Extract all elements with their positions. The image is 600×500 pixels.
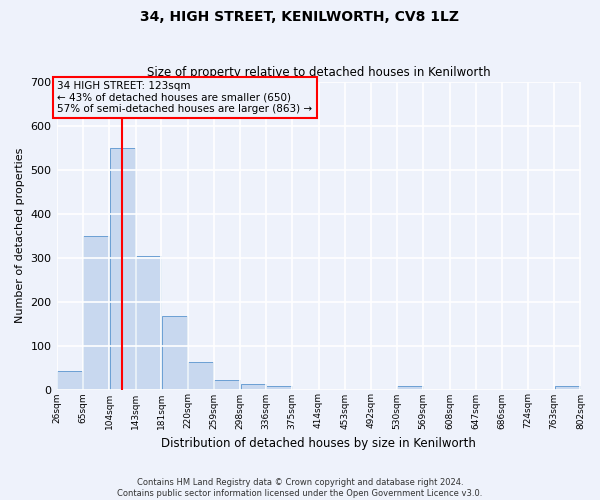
Bar — [554, 386, 580, 390]
Text: 34 HIGH STREET: 123sqm
← 43% of detached houses are smaller (650)
57% of semi-de: 34 HIGH STREET: 123sqm ← 43% of detached… — [57, 81, 313, 114]
Bar — [83, 236, 109, 390]
Bar — [266, 386, 292, 390]
Bar — [214, 380, 240, 390]
X-axis label: Distribution of detached houses by size in Kenilworth: Distribution of detached houses by size … — [161, 437, 476, 450]
Bar — [57, 371, 82, 390]
Bar — [136, 256, 161, 390]
Bar — [161, 316, 187, 390]
Text: 34, HIGH STREET, KENILWORTH, CV8 1LZ: 34, HIGH STREET, KENILWORTH, CV8 1LZ — [140, 10, 460, 24]
Bar — [110, 148, 135, 390]
Text: Contains HM Land Registry data © Crown copyright and database right 2024.
Contai: Contains HM Land Registry data © Crown c… — [118, 478, 482, 498]
Bar — [397, 386, 423, 390]
Bar — [241, 384, 266, 390]
Y-axis label: Number of detached properties: Number of detached properties — [15, 148, 25, 324]
Bar — [188, 362, 214, 390]
Title: Size of property relative to detached houses in Kenilworth: Size of property relative to detached ho… — [147, 66, 490, 80]
